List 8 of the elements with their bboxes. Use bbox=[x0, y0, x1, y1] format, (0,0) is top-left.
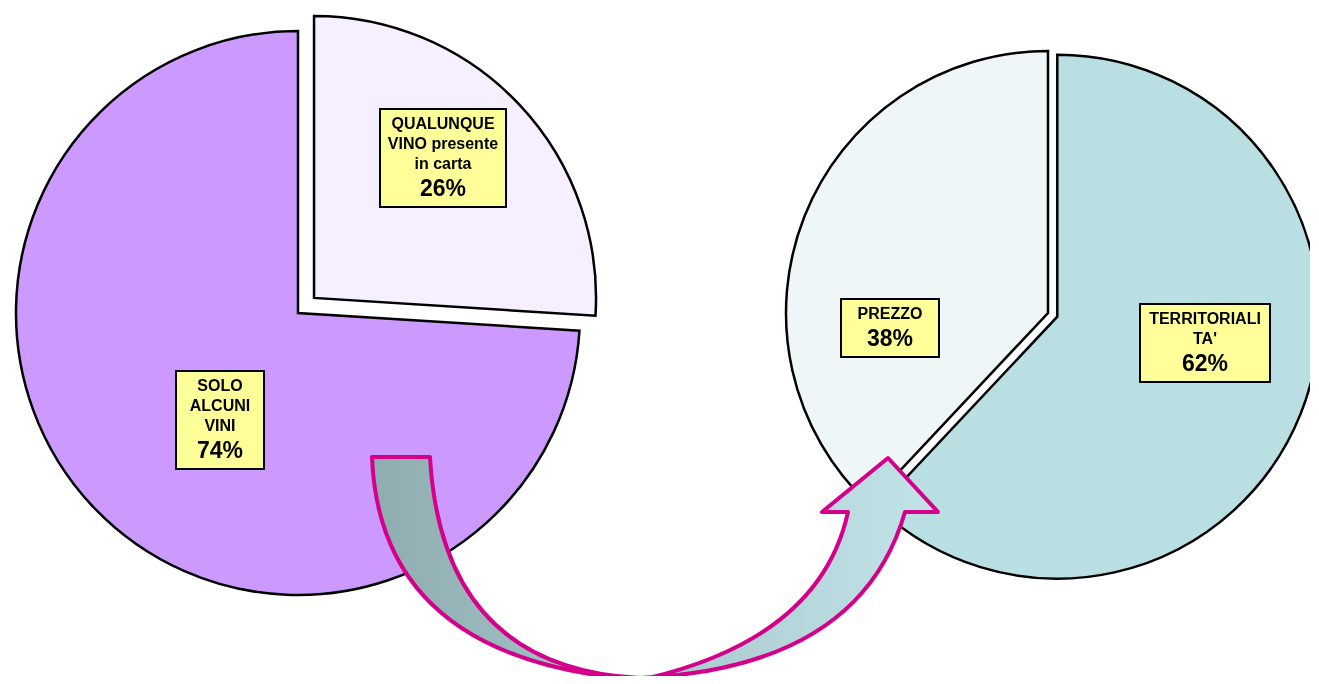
data-label: 62% bbox=[1180, 349, 1229, 377]
data-label: 74% bbox=[195, 436, 244, 464]
data-label: 26% bbox=[418, 174, 467, 202]
slice-label: TERRITORIALITA' bbox=[1148, 309, 1262, 349]
data-label: 38% bbox=[865, 324, 914, 352]
slice-label: QUALUNQUE VINO presente in carta bbox=[386, 114, 500, 174]
slice-label: PREZZO bbox=[856, 304, 924, 324]
slice-label: SOLO ALCUNI VINI bbox=[188, 376, 252, 436]
